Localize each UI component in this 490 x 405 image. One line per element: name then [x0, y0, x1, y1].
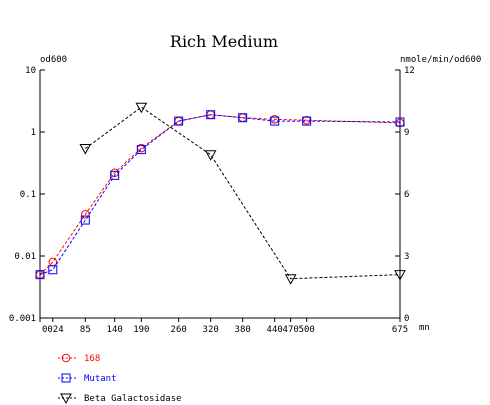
y-right-tick-label: 9: [404, 128, 409, 138]
legend-item: 168: [58, 353, 100, 364]
series-line: [85, 106, 401, 280]
legend-item: Beta Galactosidase: [58, 393, 182, 405]
data-point: [270, 116, 280, 126]
legend-label: Mutant: [84, 374, 117, 384]
series-1: [35, 110, 405, 280]
data-point: [81, 210, 90, 219]
legend-label: 168: [84, 354, 100, 364]
legend-label: Beta Galactosidase: [84, 394, 182, 404]
data-point: [302, 116, 312, 126]
y-left-tick-label: 0.001: [9, 314, 36, 324]
data-point: [110, 170, 120, 180]
data-point: [238, 113, 248, 123]
data-point: [284, 274, 297, 285]
y-left-tick-label: 10: [25, 66, 36, 76]
y-left-tick-label: 1: [31, 128, 36, 138]
data-point: [136, 145, 146, 155]
data-point: [80, 215, 90, 225]
chart-title: Rich Medium: [170, 32, 278, 51]
data-point: [135, 102, 148, 114]
data-point: [174, 116, 184, 126]
data-point: [61, 353, 71, 363]
data-point: [61, 373, 71, 383]
x-tick-label: 440: [267, 325, 283, 335]
y-right-tick-label: 6: [404, 190, 409, 200]
series-0: [35, 110, 405, 279]
y-right-tick-label: 12: [404, 66, 415, 76]
x-tick-label: 140: [107, 325, 123, 335]
y-left-tick-label: 0.01: [14, 252, 36, 262]
x-tick-label: 0024: [42, 325, 64, 335]
legend: 168 Mutant Beta Galactosidase: [58, 353, 182, 405]
legend-item: Mutant: [58, 373, 117, 384]
data-point: [48, 265, 58, 275]
x-unit-label: mn: [419, 323, 430, 333]
data-point: [79, 144, 92, 155]
series-layer: [35, 102, 406, 285]
data-point: [395, 117, 405, 127]
series-2: [79, 102, 406, 285]
axes: 10 1 0.1 0.01 0.001 12 9 6 3 0 0024 85 140 190 260 320 3…: [9, 66, 415, 335]
x-tick-label: 675: [392, 325, 408, 335]
data-point: [394, 270, 406, 281]
x-tick-label: 470: [283, 325, 299, 335]
data-point: [35, 270, 45, 280]
x-tick-label: 85: [80, 325, 91, 335]
x-tick-label: 260: [171, 325, 187, 335]
y-right-tick-label: 0: [404, 314, 409, 324]
y-right-label: nmole/min/od600: [400, 55, 481, 65]
series-line: [39, 114, 401, 276]
x-tick-label: 190: [133, 325, 149, 335]
x-tick-label: 500: [299, 325, 315, 335]
y-left-label: od600: [40, 55, 67, 65]
y-left-tick-label: 0.1: [20, 190, 36, 200]
x-tick-label: 380: [235, 325, 251, 335]
data-point: [60, 393, 72, 405]
series-line: [39, 114, 401, 276]
x-tick-label: 320: [203, 325, 219, 335]
data-point: [206, 110, 216, 120]
y-right-tick-label: 3: [404, 252, 409, 262]
data-point: [204, 150, 217, 161]
